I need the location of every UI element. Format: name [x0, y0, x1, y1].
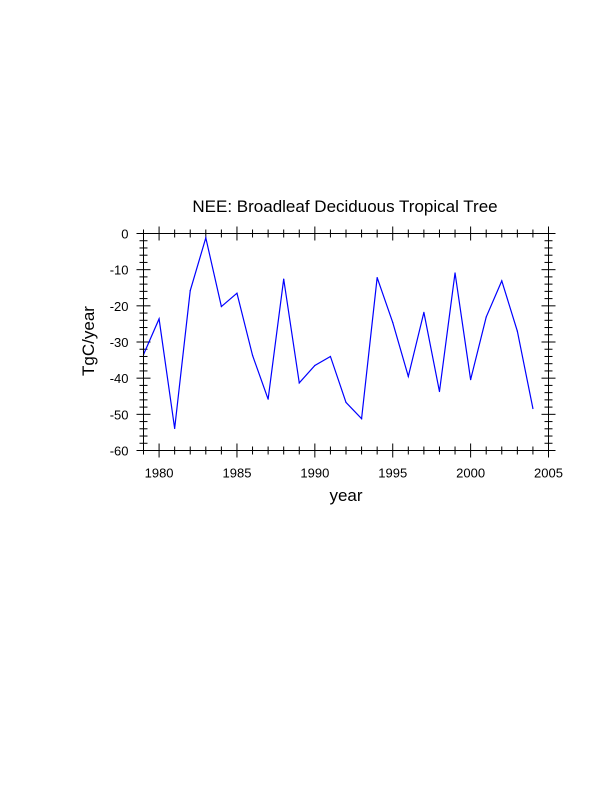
- y-tick-label: -50: [110, 407, 129, 422]
- data-point: [251, 354, 254, 356]
- data-point: [314, 364, 316, 367]
- data-point: [485, 316, 487, 318]
- chart-title: NEE: Broadleaf Deciduous Tropical Tree: [192, 197, 497, 216]
- data-point: [501, 280, 503, 282]
- data-point: [267, 398, 269, 400]
- data-point: [454, 272, 456, 274]
- data-point: [298, 382, 300, 384]
- plot-frame: [143, 233, 549, 451]
- data-point: [532, 407, 534, 410]
- y-axis-label: TgC/year: [79, 306, 98, 376]
- y-tick-label: -60: [110, 444, 129, 459]
- data-point: [236, 292, 238, 294]
- data-point: [205, 237, 207, 239]
- data-point: [360, 418, 363, 420]
- y-tick-label: -30: [110, 335, 129, 350]
- data-point: [189, 290, 191, 292]
- y-tick-label: 0: [121, 227, 128, 242]
- x-axis-label: year: [329, 486, 362, 505]
- data-point: [329, 355, 332, 358]
- x-tick-label: 1990: [300, 466, 329, 481]
- x-tick-label: 2000: [456, 466, 485, 481]
- y-tick-label: -40: [110, 371, 129, 386]
- x-tick-label: 1980: [145, 466, 174, 481]
- data-point: [158, 318, 160, 320]
- data-point: [407, 375, 409, 377]
- data-point: [470, 379, 472, 381]
- x-tick-label: 2005: [534, 466, 563, 481]
- data-point: [423, 311, 425, 313]
- data-point: [392, 321, 394, 324]
- data-point: [345, 401, 347, 403]
- data-point: [174, 427, 176, 430]
- x-tick-label: 1985: [223, 466, 252, 481]
- data-point: [283, 278, 285, 280]
- data-point: [438, 390, 441, 393]
- data-point: [220, 305, 222, 308]
- data-point: [376, 277, 378, 279]
- x-tick-label: 1995: [378, 466, 407, 481]
- series-line: [142, 235, 534, 429]
- data-point: [516, 330, 518, 332]
- y-tick-label: -10: [110, 263, 129, 278]
- y-tick-label: -20: [110, 299, 129, 314]
